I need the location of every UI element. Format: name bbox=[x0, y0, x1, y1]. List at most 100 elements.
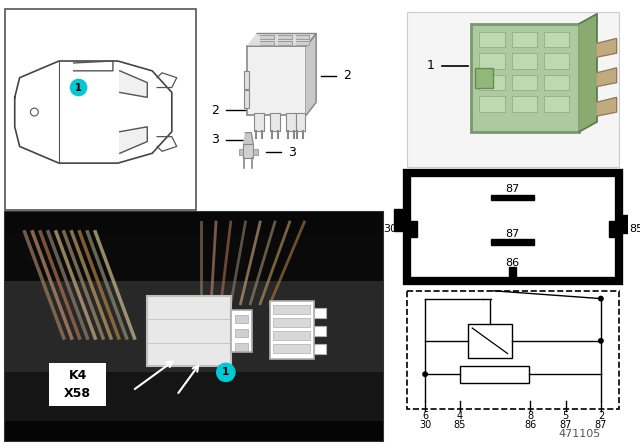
Bar bbox=[5, 372, 383, 441]
Bar bbox=[147, 296, 231, 366]
Polygon shape bbox=[243, 133, 253, 144]
Bar bbox=[231, 310, 252, 352]
Circle shape bbox=[31, 108, 38, 116]
Circle shape bbox=[216, 362, 236, 382]
Text: 87: 87 bbox=[559, 420, 572, 430]
Bar bbox=[254, 113, 264, 131]
Bar bbox=[491, 194, 534, 200]
Polygon shape bbox=[260, 41, 274, 45]
Bar bbox=[408, 221, 417, 237]
Bar bbox=[491, 239, 534, 245]
Text: 1: 1 bbox=[75, 82, 82, 93]
Circle shape bbox=[598, 338, 604, 344]
Bar bbox=[618, 215, 632, 233]
Polygon shape bbox=[597, 68, 616, 86]
Text: 3: 3 bbox=[211, 133, 219, 146]
Bar bbox=[270, 301, 314, 359]
Text: 87: 87 bbox=[595, 420, 607, 430]
Polygon shape bbox=[307, 34, 316, 115]
Bar bbox=[239, 149, 243, 155]
Bar bbox=[394, 209, 408, 231]
Bar bbox=[468, 324, 511, 358]
Bar bbox=[273, 318, 310, 327]
Bar bbox=[511, 53, 537, 69]
Text: 87: 87 bbox=[506, 229, 520, 239]
Bar bbox=[243, 144, 253, 158]
Bar bbox=[235, 343, 248, 351]
Bar bbox=[471, 24, 579, 132]
Bar bbox=[479, 31, 505, 47]
Bar bbox=[479, 75, 505, 90]
Text: 87: 87 bbox=[506, 184, 520, 194]
Bar bbox=[511, 75, 537, 90]
Bar bbox=[235, 315, 248, 323]
Bar bbox=[5, 422, 383, 441]
Bar bbox=[609, 221, 618, 237]
Circle shape bbox=[422, 371, 428, 377]
Bar bbox=[5, 212, 383, 234]
Text: 2: 2 bbox=[211, 103, 219, 116]
Polygon shape bbox=[597, 39, 616, 57]
Bar bbox=[408, 291, 618, 409]
Text: 5: 5 bbox=[563, 411, 569, 422]
Bar bbox=[270, 113, 280, 131]
Polygon shape bbox=[260, 35, 274, 39]
Bar bbox=[408, 12, 618, 167]
Text: 85: 85 bbox=[453, 420, 466, 430]
Bar bbox=[235, 329, 248, 337]
Bar bbox=[314, 344, 326, 353]
Text: 85: 85 bbox=[629, 224, 640, 234]
Bar bbox=[511, 31, 537, 47]
Polygon shape bbox=[120, 71, 147, 97]
Bar bbox=[509, 267, 516, 281]
Bar bbox=[273, 344, 310, 353]
Polygon shape bbox=[597, 97, 616, 116]
Bar bbox=[408, 173, 618, 281]
Text: 3: 3 bbox=[287, 146, 296, 159]
Text: 86: 86 bbox=[506, 258, 520, 268]
Polygon shape bbox=[579, 14, 597, 132]
Text: 6: 6 bbox=[422, 411, 428, 422]
Bar bbox=[5, 281, 383, 372]
Bar bbox=[511, 96, 537, 112]
Polygon shape bbox=[296, 41, 309, 45]
Text: X58: X58 bbox=[64, 387, 91, 400]
Circle shape bbox=[598, 296, 604, 302]
Bar bbox=[460, 366, 529, 383]
Text: 86: 86 bbox=[524, 420, 536, 430]
Text: 1: 1 bbox=[222, 367, 230, 377]
Text: 4: 4 bbox=[456, 411, 463, 422]
Bar bbox=[273, 331, 310, 340]
Text: 471105: 471105 bbox=[558, 429, 600, 439]
Bar bbox=[314, 326, 326, 336]
Text: 30: 30 bbox=[383, 224, 397, 234]
Bar bbox=[248, 46, 307, 115]
Bar bbox=[544, 31, 570, 47]
Text: 2: 2 bbox=[342, 69, 351, 82]
Polygon shape bbox=[248, 34, 316, 46]
Bar bbox=[476, 68, 493, 87]
Bar bbox=[544, 96, 570, 112]
Polygon shape bbox=[278, 41, 292, 45]
Bar bbox=[244, 90, 250, 108]
Bar bbox=[244, 71, 250, 89]
Bar bbox=[5, 212, 383, 441]
Text: 1: 1 bbox=[427, 60, 435, 73]
Bar bbox=[285, 113, 296, 131]
Text: K4: K4 bbox=[68, 369, 87, 382]
Bar bbox=[5, 212, 383, 281]
Bar bbox=[314, 308, 326, 318]
Polygon shape bbox=[296, 35, 309, 39]
Polygon shape bbox=[278, 35, 292, 39]
Bar bbox=[49, 363, 106, 406]
Bar bbox=[273, 306, 310, 314]
Circle shape bbox=[70, 79, 88, 96]
Text: 2: 2 bbox=[598, 411, 604, 422]
Bar bbox=[479, 96, 505, 112]
Bar bbox=[253, 149, 258, 155]
Bar bbox=[544, 75, 570, 90]
Bar bbox=[296, 113, 305, 131]
Polygon shape bbox=[120, 127, 147, 153]
Bar bbox=[544, 53, 570, 69]
Text: 30: 30 bbox=[419, 420, 431, 430]
